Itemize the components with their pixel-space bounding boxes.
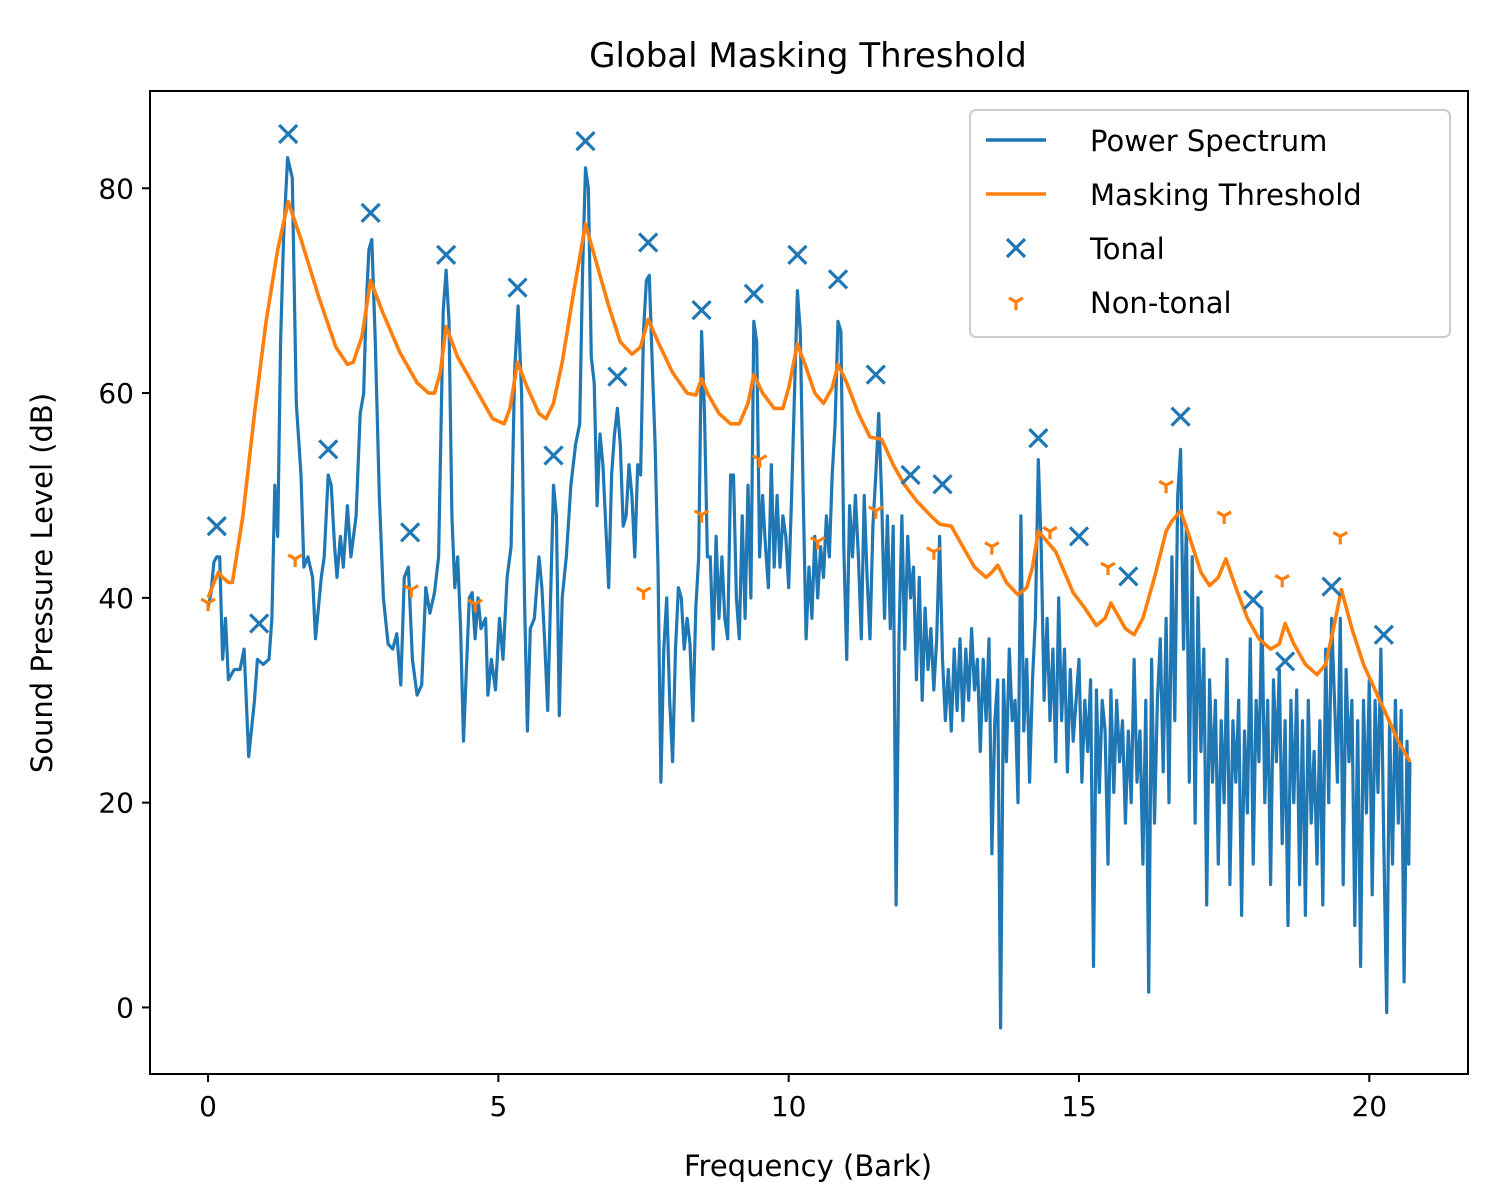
x-tick-label: 5 — [489, 1090, 507, 1123]
tonal-marker — [743, 283, 764, 304]
tonal-marker — [1068, 526, 1090, 547]
tonal-marker — [543, 445, 564, 466]
y-tick-label: 20 — [98, 787, 134, 820]
x-axis-label: Frequency (Bark) — [684, 1149, 932, 1183]
x-tick-label: 20 — [1351, 1090, 1387, 1123]
legend-label-masking-threshold: Masking Threshold — [1090, 178, 1362, 212]
tonal-marker — [1170, 406, 1191, 427]
legend-tonal-marker — [1005, 237, 1027, 259]
tonal-marker — [1028, 427, 1049, 449]
tonal-marker — [399, 522, 421, 543]
tonal-marker — [435, 244, 457, 265]
tonal-marker — [827, 269, 849, 290]
masking-threshold-line — [206, 199, 1412, 763]
non-tonal-marker — [635, 586, 652, 600]
non-tonal-marker — [926, 546, 942, 560]
x-axis: 0 5 10 15 20 — [199, 1074, 1387, 1123]
non-tonal-marker — [751, 454, 768, 468]
tonal-marker — [206, 516, 227, 537]
tonal-marker — [575, 131, 596, 152]
non-tonal-marker — [693, 509, 710, 523]
tonal-marker — [691, 299, 712, 321]
y-tick-label: 80 — [98, 172, 134, 205]
non-tonal-marker — [1332, 531, 1349, 545]
y-axis: 0 20 40 60 80 — [98, 172, 150, 1024]
non-tonal-marker — [1158, 479, 1174, 494]
non-tonal-marker — [200, 597, 216, 611]
chart-title: Global Masking Threshold — [589, 36, 1027, 76]
tonal-marker — [1118, 566, 1139, 587]
legend-label-non-tonal: Non-tonal — [1090, 286, 1232, 320]
tonal-marker — [318, 439, 339, 460]
x-tick-label: 10 — [771, 1090, 807, 1123]
non-tonal-marker — [1274, 574, 1290, 588]
non-tonal-marker — [1216, 510, 1232, 524]
plot-frame — [149, 90, 1469, 1075]
legend-nontonal-marker — [1008, 296, 1024, 310]
tonal-marker — [1373, 624, 1394, 645]
non-tonal-marker — [467, 598, 483, 613]
tonal-marker — [360, 202, 381, 223]
non-tonal-marker — [868, 505, 884, 519]
legend-nontonal-tri — [1008, 296, 1024, 310]
legend-label-tonal: Tonal — [1089, 232, 1165, 266]
non-tonal-marker — [403, 584, 420, 598]
series-layer — [200, 123, 1412, 1030]
non-tonal-marker — [1100, 561, 1116, 576]
power-spectrum-line — [206, 156, 1412, 1030]
tonal-marker — [1243, 589, 1264, 611]
tonal-marker — [1274, 651, 1296, 672]
tonal-marker — [638, 232, 659, 253]
tonal-marker — [932, 474, 953, 495]
y-axis-label: Sound Pressure Level (dB) — [25, 393, 59, 773]
tonal-marker — [1321, 576, 1342, 597]
non-tonal-marker — [984, 541, 1000, 555]
tonal-marker — [278, 123, 299, 145]
x-tick-label: 0 — [199, 1090, 217, 1123]
non-tonal-marker — [809, 536, 826, 550]
tonal-marker — [865, 364, 886, 385]
y-tick-label: 40 — [98, 582, 134, 615]
tonal-marker — [507, 277, 528, 298]
legend-tonal-x — [1005, 237, 1027, 259]
tonal-marker — [607, 366, 628, 387]
tonal-marker — [249, 613, 270, 634]
non-tonal-marker — [287, 553, 303, 567]
y-tick-label: 0 — [116, 991, 134, 1024]
non-tonal-marker — [1042, 525, 1058, 540]
legend-label-power-spectrum: Power Spectrum — [1090, 124, 1327, 158]
legend: Power Spectrum Masking Threshold Tonal N… — [969, 109, 1451, 338]
y-tick-label: 60 — [98, 377, 134, 410]
tonal-marker — [900, 464, 921, 486]
tonal-marker — [787, 244, 808, 265]
x-tick-label: 15 — [1061, 1090, 1097, 1123]
legend-frame — [969, 109, 1451, 338]
